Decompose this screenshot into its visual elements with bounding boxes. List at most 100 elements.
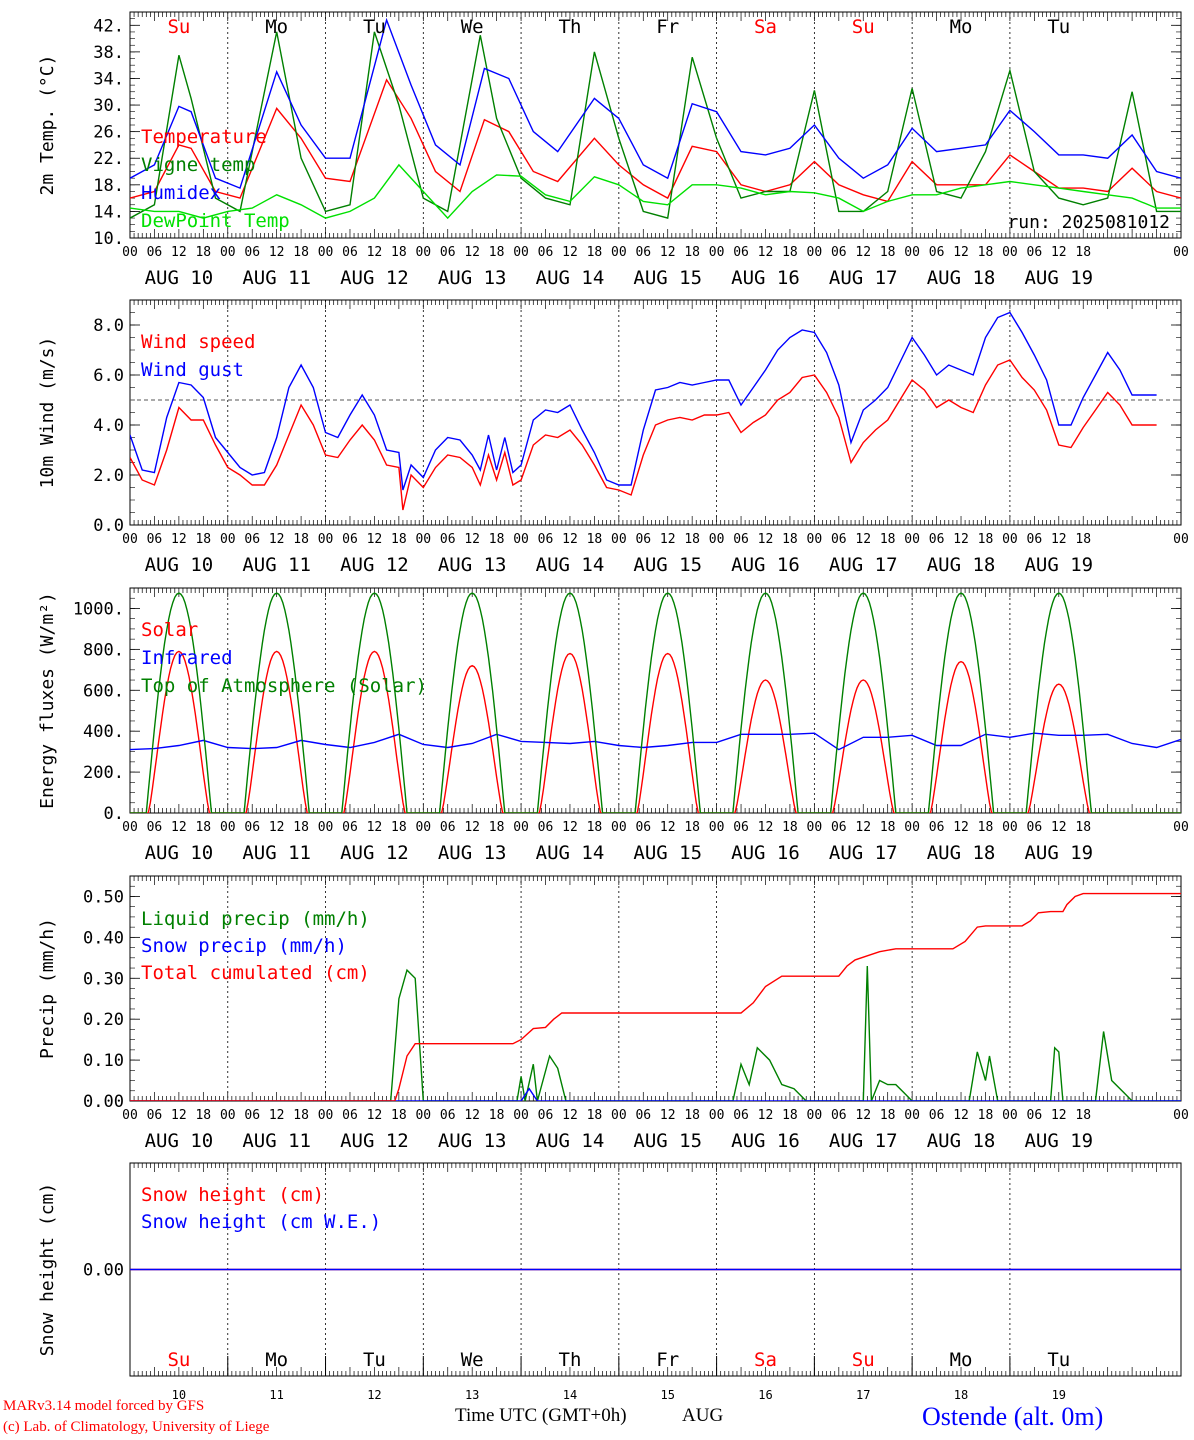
hour-tick-label: 18 [391,532,407,547]
hour-tick-label: 06 [147,1108,163,1123]
hour-tick-label: 06 [1027,820,1043,835]
weekday-label: Tu [1047,1349,1070,1371]
date-label: AUG 14 [536,554,605,576]
date-label: AUG 19 [1024,842,1093,864]
date-label: AUG 16 [731,1130,800,1152]
hour-tick-label: 18 [195,1108,211,1123]
date-label: AUG 12 [340,1130,409,1152]
date-label: AUG 14 [536,267,605,289]
hour-tick-label: 18 [195,820,211,835]
hour-tick-label: 12 [464,820,480,835]
hour-tick-label: 18 [587,245,603,260]
hour-tick-label: 00 [709,820,725,835]
hour-tick-label: 06 [342,820,358,835]
month-label: AUG [682,1405,724,1426]
hour-tick-label: 12 [1051,1108,1067,1123]
y-tick-label: 0.30 [83,969,124,989]
weekday-label: Su [852,16,875,38]
hour-tick-label: 00 [807,532,823,547]
legend-total-cumulated-cm: Total cumulated (cm) [141,962,370,984]
y-tick-label: 400. [83,722,124,742]
hour-tick-label: 06 [1027,245,1043,260]
hour-tick-label: 18 [782,532,798,547]
hour-tick-label: 18 [195,532,211,547]
date-label: AUG 17 [829,554,898,576]
hour-tick-label: 00 [1002,532,1018,547]
hour-tick-label: 00 [1173,245,1189,260]
hour-tick-label: 00 [807,820,823,835]
hour-tick-label: 12 [464,245,480,260]
y-tick-label: 0.10 [83,1051,124,1071]
hour-tick-label: 00 [318,245,334,260]
hour-tick-label: 12 [464,532,480,547]
y-tick-label: 34. [93,69,124,89]
series-dewpoint-temp [130,163,1181,220]
hour-tick-label: 06 [1027,1108,1043,1123]
day-number-label: 16 [758,1388,772,1402]
hour-tick-label: 18 [782,1108,798,1123]
date-label: AUG 19 [1024,554,1093,576]
hour-tick-label: 06 [244,245,260,260]
y-tick-label: 2.0 [93,466,124,486]
hour-tick-label: 18 [489,820,505,835]
hour-tick-label: 18 [1075,532,1091,547]
y-tick-label: 0.20 [83,1010,124,1030]
series-total-cumulated-cm [130,892,1181,1101]
day-number-label: 19 [1052,1388,1066,1402]
date-label: AUG 15 [633,1130,702,1152]
hour-tick-label: 00 [807,245,823,260]
weekday-label: Sa [754,1349,777,1371]
hour-tick-label: 00 [220,1108,236,1123]
hour-tick-label: 12 [855,245,871,260]
y-tick-label: 10. [93,229,124,249]
hour-tick-label: 18 [391,245,407,260]
hour-tick-label: 12 [660,820,676,835]
series-liquid-precip-mm-h [130,965,1181,1101]
hour-tick-label: 12 [562,532,578,547]
hour-tick-label: 00 [122,245,138,260]
y-tick-label: 18. [93,176,124,196]
hour-tick-label: 06 [538,820,554,835]
hour-tick-label: 00 [611,245,627,260]
hour-tick-label: 00 [318,532,334,547]
y-tick-label: 0. [104,804,124,824]
day-number-label: 14 [563,1388,577,1402]
date-label: AUG 18 [927,842,996,864]
hour-tick-label: 00 [611,1108,627,1123]
hour-tick-label: 06 [342,532,358,547]
legend-wind-speed: Wind speed [141,331,255,353]
hour-tick-label: 00 [513,820,529,835]
hour-tick-label: 18 [978,245,994,260]
y-tick-label: 0.00 [83,1261,124,1281]
hour-tick-label: 18 [1075,245,1091,260]
hour-tick-label: 12 [464,1108,480,1123]
hour-tick-label: 18 [391,1108,407,1123]
date-label: AUG 13 [438,554,507,576]
hour-tick-label: 18 [1075,820,1091,835]
weekday-label: Mo [265,1349,288,1371]
day-number-label: 18 [954,1388,968,1402]
series-group [130,17,1181,220]
series-top-of-atmosphere-solar [130,592,1181,813]
weekday-label: Th [559,16,582,38]
hour-tick-label: 18 [684,1108,700,1123]
hour-tick-label: 12 [367,532,383,547]
hour-tick-label: 18 [293,820,309,835]
hour-tick-label: 12 [1051,532,1067,547]
hour-tick-label: 12 [269,245,285,260]
hour-tick-label: 06 [147,245,163,260]
y-tick-label: 14. [93,202,124,222]
legend-vigne-temp: Vigne temp [141,154,255,176]
hour-tick-label: 12 [660,245,676,260]
hour-tick-label: 06 [440,245,456,260]
date-label: AUG 10 [145,842,214,864]
legend-liquid-precip-mm-h: Liquid precip (mm/h) [141,908,370,930]
hour-tick-label: 06 [929,1108,945,1123]
hour-tick-label: 12 [269,1108,285,1123]
hour-tick-label: 12 [855,532,871,547]
date-label: AUG 16 [731,267,800,289]
y-tick-label: 30. [93,96,124,116]
hour-tick-label: 00 [904,245,920,260]
hour-tick-label: 18 [880,245,896,260]
